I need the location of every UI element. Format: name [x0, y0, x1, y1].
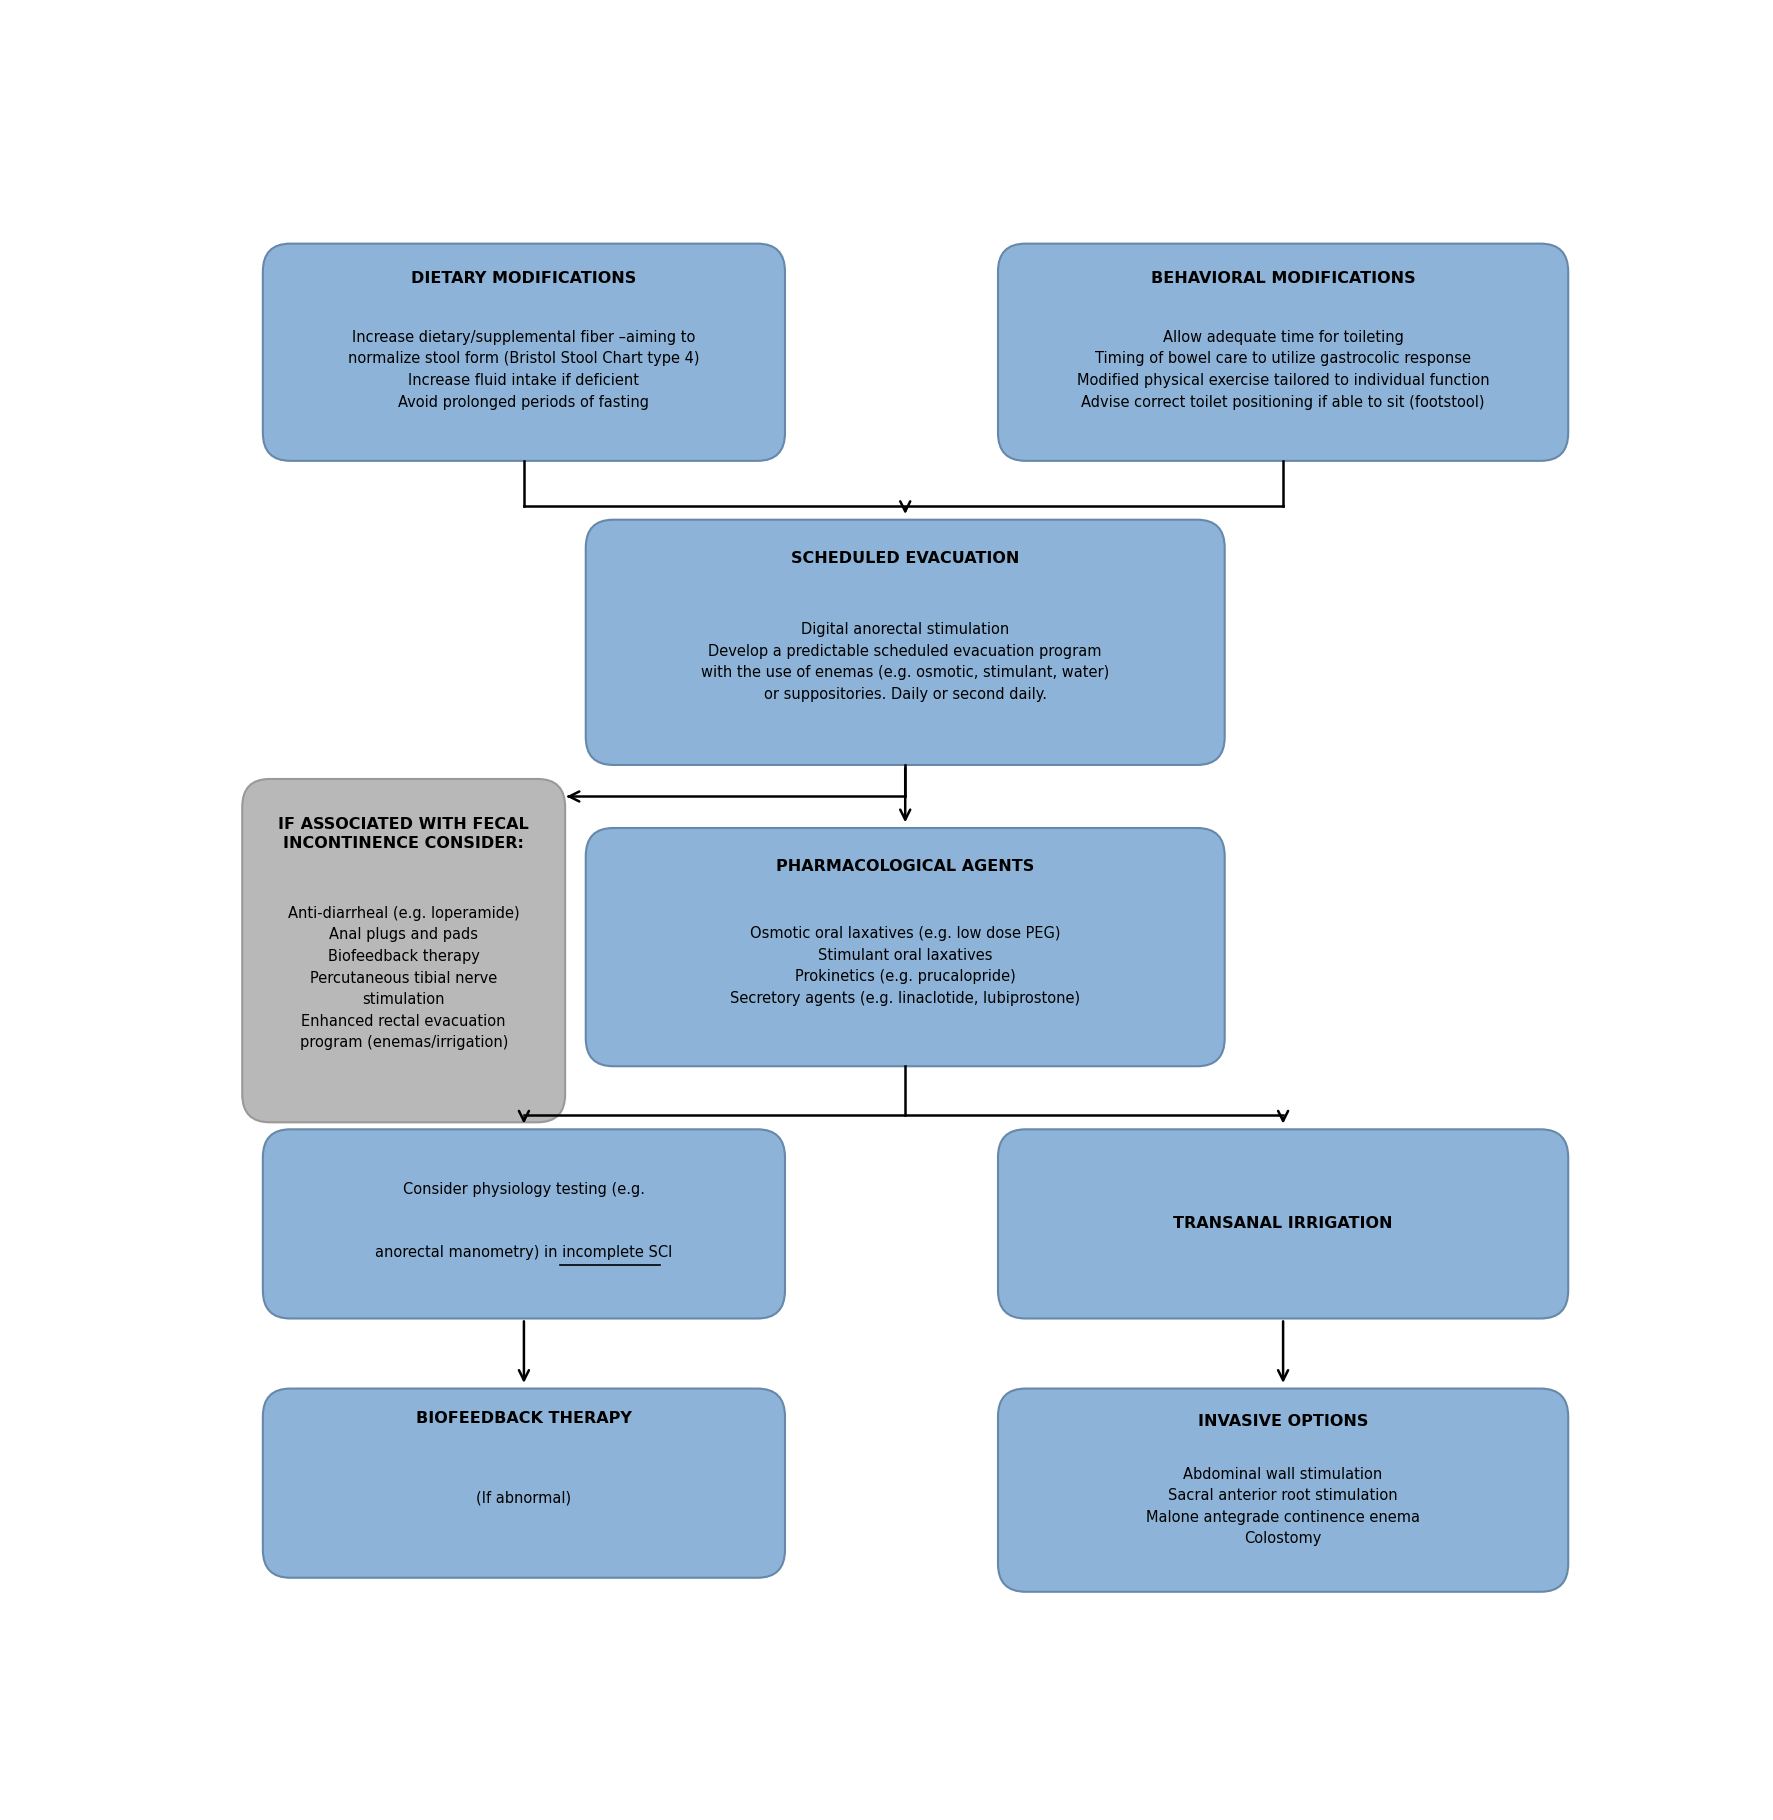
Text: Allow adequate time for toileting
Timing of bowel care to utilize gastrocolic re: Allow adequate time for toileting Timing… — [1076, 329, 1489, 410]
Text: Anti-diarrheal (e.g. loperamide)
Anal plugs and pads
Biofeedback therapy
Percuta: Anti-diarrheal (e.g. loperamide) Anal pl… — [287, 906, 519, 1050]
Text: Digital anorectal stimulation
Develop a predictable scheduled evacuation program: Digital anorectal stimulation Develop a … — [700, 622, 1110, 703]
FancyBboxPatch shape — [998, 1128, 1569, 1318]
FancyBboxPatch shape — [998, 1389, 1569, 1592]
FancyBboxPatch shape — [585, 521, 1225, 764]
FancyBboxPatch shape — [262, 1389, 785, 1578]
Text: BIOFEEDBACK THERAPY: BIOFEEDBACK THERAPY — [417, 1410, 631, 1427]
Text: DIETARY MODIFICATIONS: DIETARY MODIFICATIONS — [411, 271, 637, 286]
Text: IF ASSOCIATED WITH FECAL
INCONTINENCE CONSIDER:: IF ASSOCIATED WITH FECAL INCONTINENCE CO… — [278, 817, 528, 850]
Text: Increase dietary/supplemental fiber –aiming to
normalize stool form (Bristol Sto: Increase dietary/supplemental fiber –aim… — [348, 329, 700, 410]
Text: BEHAVIORAL MODIFICATIONS: BEHAVIORAL MODIFICATIONS — [1151, 271, 1415, 286]
Text: Abdominal wall stimulation
Sacral anterior root stimulation
Malone antegrade con: Abdominal wall stimulation Sacral anteri… — [1145, 1467, 1420, 1547]
Text: Osmotic oral laxatives (e.g. low dose PEG)
Stimulant oral laxatives
Prokinetics : Osmotic oral laxatives (e.g. low dose PE… — [730, 926, 1080, 1006]
Text: INVASIVE OPTIONS: INVASIVE OPTIONS — [1199, 1414, 1369, 1429]
Text: Consider physiology testing (e.g.: Consider physiology testing (e.g. — [402, 1183, 645, 1198]
FancyBboxPatch shape — [262, 1128, 785, 1318]
Text: anorectal manometry) in incomplete SCI: anorectal manometry) in incomplete SCI — [376, 1245, 672, 1259]
FancyBboxPatch shape — [262, 244, 785, 460]
Text: (If abnormal): (If abnormal) — [477, 1491, 571, 1505]
Text: TRANSANAL IRRIGATION: TRANSANAL IRRIGATION — [1174, 1216, 1394, 1232]
Text: SCHEDULED EVACUATION: SCHEDULED EVACUATION — [791, 551, 1019, 566]
FancyBboxPatch shape — [998, 244, 1569, 460]
FancyBboxPatch shape — [585, 828, 1225, 1067]
FancyBboxPatch shape — [243, 779, 566, 1123]
Text: PHARMACOLOGICAL AGENTS: PHARMACOLOGICAL AGENTS — [777, 859, 1034, 874]
